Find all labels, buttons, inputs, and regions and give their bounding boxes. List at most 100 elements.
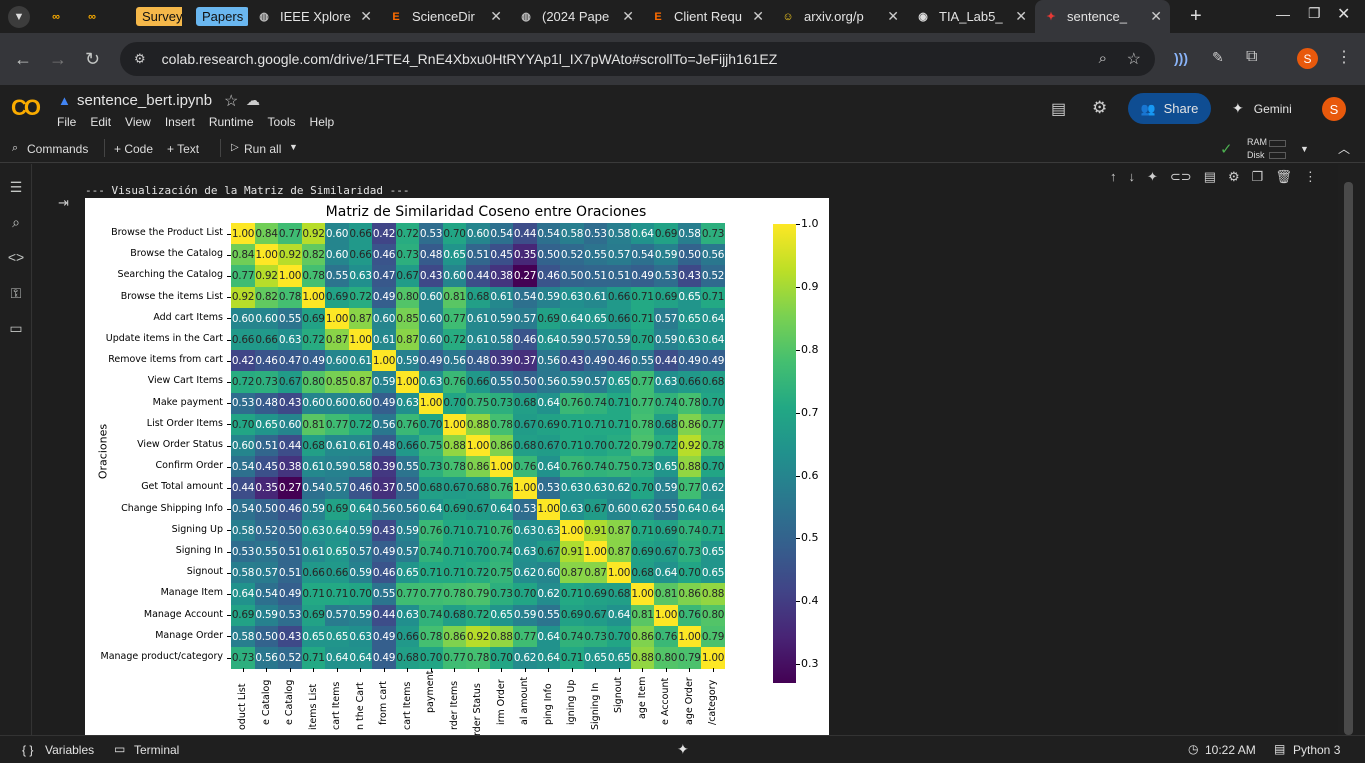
tab-title: ScienceDir (412, 9, 475, 24)
variables-button[interactable]: Variables (45, 743, 95, 757)
heatmap-cell: 0.55 (630, 350, 655, 372)
share-button[interactable]: 👥 Share (1128, 93, 1211, 124)
browser-tab[interactable]: ∞ (76, 0, 122, 33)
scroll-thumb[interactable] (1344, 182, 1353, 735)
y-tick-label: Manage product/category (100, 651, 223, 662)
url-text[interactable]: colab.research.google.com/drive/1FTE4_Rn… (161, 51, 778, 67)
terminal-button[interactable]: Terminal (134, 743, 180, 757)
mirror-cell-icon[interactable]: ❐ (1251, 169, 1264, 184)
cell-settings-icon[interactable]: ⚙ (1228, 169, 1240, 184)
account-avatar[interactable]: S (1322, 97, 1346, 121)
browser-tab[interactable]: Papers (182, 0, 248, 33)
menu-item-file[interactable]: File (57, 115, 77, 129)
heatmap-cell: 0.54 (536, 223, 561, 245)
menu-item-help[interactable]: Help (309, 115, 335, 129)
browser-tab[interactable]: Surveys (122, 0, 182, 33)
more-options-icon[interactable]: ⋮ (1303, 169, 1317, 184)
comments-icon[interactable]: ▤ (1051, 101, 1067, 118)
execution-time[interactable]: 10:22 AM (1205, 743, 1256, 757)
heatmap-cell: 0.87 (607, 519, 631, 542)
close-tab-icon[interactable]: ✕ (1015, 8, 1027, 24)
menu-item-insert[interactable]: Insert (164, 115, 195, 129)
find-replace-icon[interactable]: ⌕ (12, 214, 20, 230)
bookmark-star-icon[interactable]: ☆ (1126, 51, 1141, 68)
settings-gear-icon[interactable]: ⚙ (1092, 98, 1108, 117)
files-folder-icon[interactable]: ▭ (9, 320, 23, 336)
browser-tab[interactable]: ◉ TIA_Lab5_ ✕ (907, 0, 1035, 33)
close-tab-icon[interactable]: ✕ (752, 8, 764, 24)
x-tick-label: cart Items (331, 681, 342, 731)
add-text-button[interactable]: + Text (167, 142, 200, 156)
gemini-cell-icon[interactable]: ✦ (1147, 169, 1158, 184)
delete-icon[interactable]: 🗑 (1275, 169, 1292, 184)
heatmap-cell: 0.55 (654, 498, 678, 521)
table-of-contents-icon[interactable]: ☰ (9, 179, 23, 195)
gemini-sparkle-icon[interactable]: ✦ (677, 741, 689, 757)
back-arrow-icon[interactable]: ← (14, 49, 32, 69)
minimize-window-button[interactable]: — (1276, 6, 1290, 22)
runtime-type[interactable]: Python 3 (1293, 743, 1341, 757)
add-code-button[interactable]: + Code (114, 142, 154, 156)
browser-tab[interactable]: ☺ arxiv.org/p ✕ (772, 0, 907, 33)
browser-tab[interactable]: ∞ (40, 0, 76, 33)
notebook-title[interactable]: sentence_bert.ipynb (77, 92, 213, 109)
restore-window-button[interactable]: ❐ (1308, 5, 1321, 21)
close-tab-icon[interactable]: ✕ (622, 8, 634, 24)
run-all-button[interactable]: Run all (244, 142, 282, 156)
browser-tab[interactable]: ✦ sentence_ ✕ (1035, 0, 1170, 33)
profile-avatar[interactable]: S (1297, 48, 1318, 69)
zoom-icon[interactable]: ⌕ (1098, 50, 1107, 67)
browser-tab[interactable]: ◍ IEEE Xplore ✕ (248, 0, 380, 33)
heatmap-cell: 0.64 (701, 329, 725, 351)
commands-button[interactable]: Commands (27, 142, 89, 156)
link-icon[interactable]: ⊂⊃ (1169, 169, 1192, 184)
move-up-icon[interactable]: ↑ (1110, 169, 1117, 184)
heatmap-cell: 0.59 (395, 350, 420, 372)
forward-arrow-icon[interactable]: → (49, 49, 67, 69)
heatmap-cell: 1.00 (607, 562, 631, 584)
menu-item-runtime[interactable]: Runtime (208, 115, 254, 129)
code-snippets-icon[interactable]: <> (7, 249, 25, 265)
output-menu-icon[interactable]: ⇥ (58, 195, 69, 210)
star-icon[interactable]: ☆ (224, 93, 239, 110)
run-options-dropdown-icon[interactable]: ▼ (289, 142, 298, 152)
resources-dropdown-icon[interactable]: ▼ (1300, 144, 1309, 154)
pen-extension-icon[interactable]: ✎ (1212, 49, 1224, 65)
extensions-puzzle-icon[interactable]: ⧉ (1246, 48, 1258, 65)
browser-menu-icon[interactable]: ⋮ (1336, 49, 1352, 66)
gemini-button[interactable]: ✦ Gemini (1232, 100, 1292, 117)
bookmark-folder-label[interactable]: Surveys (136, 7, 182, 26)
comment-icon[interactable]: ▤ (1203, 169, 1216, 184)
browser-tab[interactable]: ◍ (2024 Pape ✕ (510, 0, 642, 33)
secrets-key-icon[interactable]: ⚿ (10, 285, 22, 301)
heatmap-cell: 0.52 (278, 647, 302, 669)
browser-tab[interactable]: E ScienceDir ✕ (380, 0, 510, 33)
extension-icon[interactable]: ))) (1174, 50, 1188, 66)
heatmap-cell: 0.57 (513, 307, 537, 330)
menu-item-edit[interactable]: Edit (90, 115, 112, 129)
heatmap-cell: 0.76 (654, 625, 678, 648)
collapse-header-icon[interactable]: ︿ (1338, 142, 1351, 156)
heatmap-cell: 0.61 (325, 435, 349, 457)
heatmap-cell: 0.49 (278, 583, 302, 606)
address-bar[interactable]: ⚙ colab.research.google.com/drive/1FTE4_… (120, 42, 1155, 76)
close-tab-icon[interactable]: ✕ (887, 8, 899, 24)
heatmap-cell: 0.44 (372, 604, 396, 627)
site-settings-icon[interactable]: ⚙ (134, 51, 146, 66)
menu-item-tools[interactable]: Tools (267, 115, 296, 129)
y-tick-mark (227, 382, 231, 383)
tab-search-button[interactable]: ▼ (8, 5, 30, 28)
menu-item-view[interactable]: View (125, 115, 151, 129)
notebook-scrollbar[interactable] (1339, 164, 1365, 735)
move-down-icon[interactable]: ↓ (1128, 169, 1136, 184)
bookmark-folder-label[interactable]: Papers (196, 7, 248, 26)
x-tick-label: items List (307, 684, 319, 731)
colab-logo-icon[interactable]: CO (11, 95, 41, 120)
new-tab-button[interactable]: + (1190, 5, 1202, 27)
close-tab-icon[interactable]: ✕ (490, 8, 502, 24)
browser-tab[interactable]: E Client Requ ✕ (642, 0, 772, 33)
close-tab-icon[interactable]: ✕ (1150, 8, 1162, 24)
close-window-button[interactable]: ✕ (1337, 6, 1351, 23)
close-tab-icon[interactable]: ✕ (360, 8, 372, 24)
reload-icon[interactable]: ↻ (85, 49, 101, 69)
